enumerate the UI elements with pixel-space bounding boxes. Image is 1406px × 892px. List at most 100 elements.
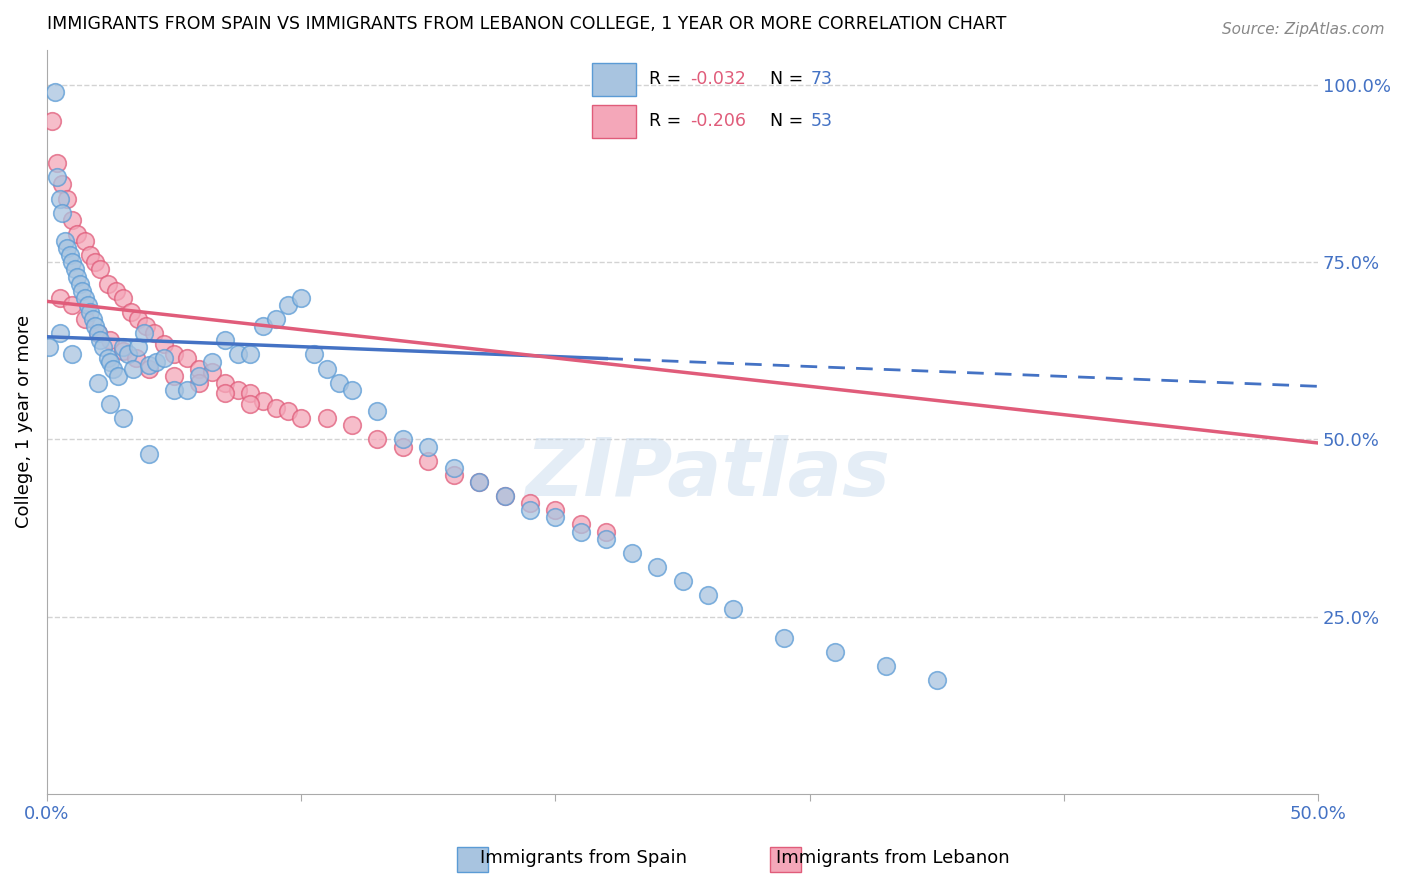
Point	[127, 312, 149, 326]
Point	[100, 397, 122, 411]
Point	[188, 368, 211, 383]
Point	[418, 453, 440, 467]
Point	[51, 206, 73, 220]
Point	[264, 312, 287, 326]
Point	[107, 368, 129, 383]
Point	[60, 298, 83, 312]
Text: R =: R =	[650, 70, 688, 88]
Point	[79, 248, 101, 262]
Point	[239, 386, 262, 401]
Text: -0.206: -0.206	[690, 112, 747, 130]
FancyBboxPatch shape	[592, 63, 636, 95]
Point	[60, 347, 83, 361]
Point	[122, 361, 145, 376]
Point	[100, 333, 122, 347]
Point	[87, 326, 110, 341]
Text: -0.032: -0.032	[690, 70, 747, 88]
Point	[138, 358, 160, 372]
Point	[418, 440, 440, 454]
Point	[176, 351, 198, 365]
Point	[277, 298, 299, 312]
Point	[72, 284, 94, 298]
Point	[163, 383, 186, 397]
Point	[494, 489, 516, 503]
Point	[97, 277, 120, 291]
Point	[544, 510, 567, 524]
Point	[290, 291, 312, 305]
Point	[201, 365, 224, 379]
Point	[91, 340, 114, 354]
Point	[569, 517, 592, 532]
Point	[201, 354, 224, 368]
Point	[53, 234, 76, 248]
Point	[63, 262, 86, 277]
Point	[544, 503, 567, 517]
Point	[290, 411, 312, 425]
Point	[48, 291, 70, 305]
Point	[153, 351, 176, 365]
Point	[697, 588, 720, 602]
Point	[468, 475, 491, 489]
Point	[69, 277, 91, 291]
Point	[100, 354, 122, 368]
Point	[87, 326, 110, 341]
Point	[645, 560, 668, 574]
Text: N =: N =	[770, 112, 808, 130]
Point	[48, 326, 70, 341]
Point	[87, 376, 110, 390]
Point	[214, 376, 236, 390]
Point	[468, 475, 491, 489]
Point	[328, 376, 350, 390]
Point	[84, 319, 107, 334]
Point	[443, 460, 465, 475]
Point	[112, 343, 135, 358]
Point	[84, 255, 107, 269]
Point	[41, 113, 63, 128]
Point	[125, 351, 148, 365]
FancyBboxPatch shape	[592, 105, 636, 138]
Point	[366, 404, 388, 418]
Point	[519, 496, 541, 510]
Point	[117, 347, 139, 361]
Point	[595, 532, 617, 546]
Point	[340, 418, 363, 433]
Point	[226, 383, 249, 397]
Point	[315, 411, 337, 425]
Point	[519, 503, 541, 517]
Point	[89, 333, 111, 347]
Point	[176, 383, 198, 397]
Point	[51, 178, 73, 192]
Point	[120, 305, 142, 319]
Point	[773, 631, 796, 645]
Text: 73: 73	[811, 70, 832, 88]
Point	[66, 269, 89, 284]
Point	[214, 386, 236, 401]
Point	[44, 86, 66, 100]
Point	[97, 351, 120, 365]
Point	[723, 602, 745, 616]
Text: ZIPatlas: ZIPatlas	[526, 434, 890, 513]
Point	[66, 227, 89, 241]
Text: Source: ZipAtlas.com: Source: ZipAtlas.com	[1222, 22, 1385, 37]
Point	[79, 305, 101, 319]
Point	[315, 361, 337, 376]
Point	[60, 212, 83, 227]
Point	[671, 574, 693, 589]
Point	[145, 354, 167, 368]
Text: Immigrants from Spain: Immigrants from Spain	[479, 849, 688, 867]
Point	[46, 170, 69, 185]
Point	[188, 376, 211, 390]
Text: IMMIGRANTS FROM SPAIN VS IMMIGRANTS FROM LEBANON COLLEGE, 1 YEAR OR MORE CORRELA: IMMIGRANTS FROM SPAIN VS IMMIGRANTS FROM…	[46, 15, 1007, 33]
Point	[56, 241, 79, 255]
Point	[56, 192, 79, 206]
Point	[46, 156, 69, 170]
Point	[443, 467, 465, 482]
Point	[925, 673, 948, 688]
Point	[48, 192, 70, 206]
Point	[127, 340, 149, 354]
Point	[824, 645, 846, 659]
Point	[153, 336, 176, 351]
Point	[302, 347, 325, 361]
Point	[112, 340, 135, 354]
Point	[226, 347, 249, 361]
